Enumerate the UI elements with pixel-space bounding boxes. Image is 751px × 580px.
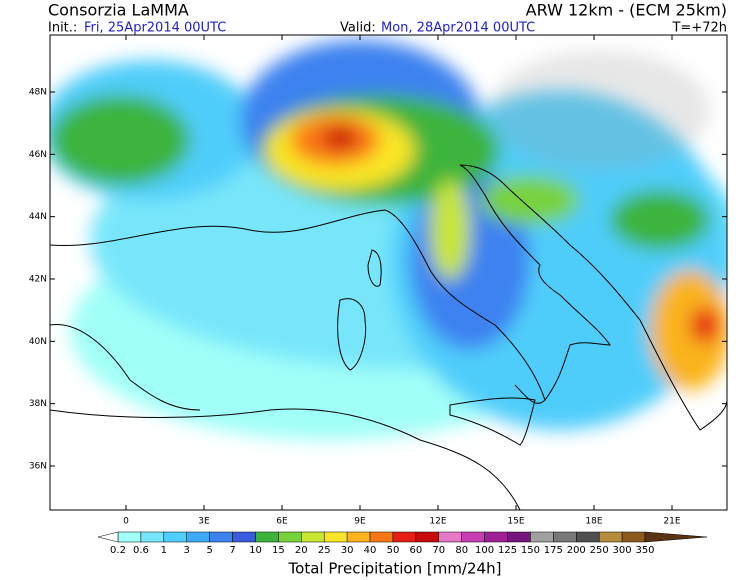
- colorbar-box: [346, 531, 371, 543]
- colorbar-box: [163, 531, 187, 543]
- colorbar-box: [117, 531, 142, 543]
- colorbar-label: 80: [455, 545, 468, 556]
- colorbar-label: 350: [635, 545, 654, 556]
- colorbar-label: 100: [475, 545, 494, 556]
- colorbar-box: [553, 531, 577, 543]
- init-time: Fri, 25Apr2014 00UTC: [84, 21, 226, 36]
- colorbar-label: 60: [410, 545, 423, 556]
- colorbar-box: [255, 531, 279, 543]
- colorbar-box: [576, 531, 600, 543]
- map-frame: [49, 34, 728, 511]
- lat-tick-label: 40N: [29, 337, 47, 347]
- colorbar-label: 15: [272, 545, 285, 556]
- lead-time: T=+72h: [671, 21, 727, 36]
- colorbar-box: [484, 531, 508, 543]
- colorbar-label: 200: [567, 545, 586, 556]
- lat-tick-label: 38N: [29, 399, 47, 409]
- lon-tick-label: 21E: [663, 517, 680, 527]
- colorbar-label: 40: [364, 545, 377, 556]
- colorbar-label: 175: [544, 545, 563, 556]
- coastlines: [50, 164, 727, 510]
- lon-tick-label: 9E: [354, 517, 366, 527]
- colorbar-box: [415, 531, 440, 543]
- colorbar-title: Total Precipitation [mm/24h]: [288, 560, 502, 578]
- colorbar-label: 0.6: [133, 545, 149, 556]
- colorbar-label: 150: [521, 545, 540, 556]
- colorbar-label: 25: [318, 545, 331, 556]
- lon-tick-label: 6E: [276, 517, 288, 527]
- lat-tick-label: 42N: [29, 275, 47, 285]
- colorbar-box: [598, 531, 623, 543]
- lon-tick-label: 0: [123, 517, 129, 527]
- colorbar-box: [621, 531, 646, 543]
- valid-label: Valid:: [340, 21, 376, 36]
- colorbar-label: 10: [249, 545, 262, 556]
- colorbar-box: [186, 531, 210, 543]
- colorbar-box: [323, 531, 348, 543]
- colorbar-label: 70: [432, 545, 445, 556]
- org: Consorzia LaMMA: [48, 1, 189, 20]
- colorbar-label: 20: [295, 545, 308, 556]
- colorbar-box: [369, 531, 394, 543]
- colorbar-label: 5: [206, 545, 212, 556]
- colorbar-box: [530, 531, 554, 543]
- lat-tick-label: 48N: [29, 88, 47, 98]
- lat-tick-label: 44N: [29, 212, 47, 222]
- colorbar-box: [461, 531, 485, 543]
- colorbar-box: [438, 531, 462, 543]
- colorbar-box: [140, 531, 165, 543]
- colorbar-low: [97, 531, 119, 543]
- colorbar-label: 1: [161, 545, 167, 556]
- lon-tick-label: 12E: [429, 517, 446, 527]
- colorbar-box: [209, 531, 233, 543]
- colorbar-box: [232, 531, 256, 543]
- colorbar-box: [278, 531, 302, 543]
- colorbar-high: [644, 531, 708, 543]
- lat-tick-label: 46N: [29, 150, 47, 160]
- colorbar-box: [301, 531, 325, 543]
- colorbar-label: 0.2: [110, 545, 126, 556]
- init-label: Init.:: [48, 21, 77, 36]
- colorbar-label: 7: [229, 545, 235, 556]
- colorbar-label: 3: [184, 545, 190, 556]
- lon-tick-label: 18E: [585, 517, 602, 527]
- lat-tick-label: 36N: [29, 462, 47, 472]
- lon-tick-label: 3E: [198, 517, 210, 527]
- lon-tick-label: 15E: [507, 517, 524, 527]
- colorbar-label: 125: [498, 545, 517, 556]
- map-field: [50, 35, 727, 510]
- valid-time: Mon, 28Apr2014 00UTC: [381, 21, 535, 36]
- model: ARW 12km - (ECM 25km): [526, 1, 727, 20]
- colorbar-label: 300: [613, 545, 632, 556]
- colorbar-label: 30: [341, 545, 354, 556]
- colorbar-box: [507, 531, 531, 543]
- colorbar-label: 50: [387, 545, 400, 556]
- colorbar-label: 250: [590, 545, 609, 556]
- colorbar-box: [392, 531, 417, 543]
